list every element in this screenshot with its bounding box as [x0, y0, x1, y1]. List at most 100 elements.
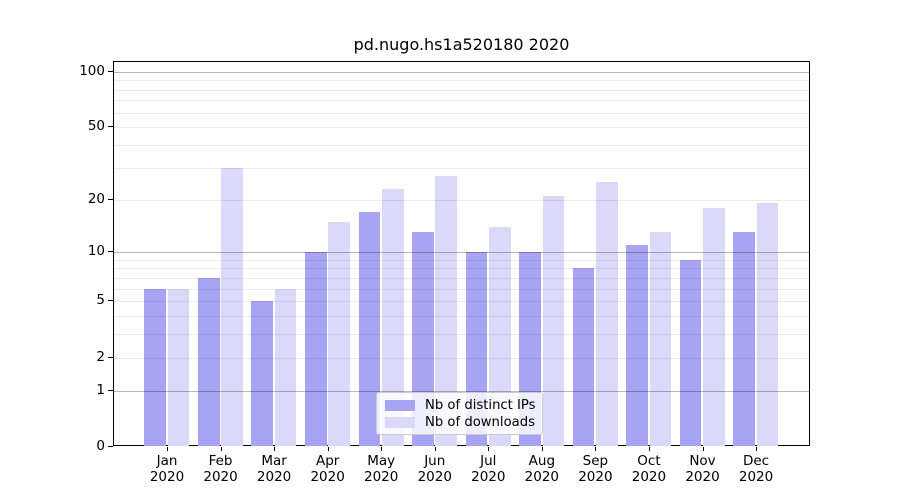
y-tick-label-100: 100 — [79, 62, 105, 79]
x-tick-year: 2020 — [149, 469, 185, 485]
gridline-minor-5 — [114, 301, 809, 303]
gridline-minor-9 — [114, 259, 809, 261]
x-tick-year: 2020 — [471, 469, 506, 485]
gridline-minor-60 — [114, 112, 809, 114]
legend-label-distinct-ips: Nb of distinct IPs — [425, 397, 536, 413]
bar-distinct-ips-nov — [679, 259, 702, 446]
gridline-minor-2 — [114, 357, 809, 359]
gridline-minor-20 — [114, 199, 809, 201]
x-tick-label-feb: Feb 2020 — [193, 453, 249, 485]
x-tick-label-dec: Dec 2020 — [728, 453, 784, 485]
x-tick-label-jul: Jul 2020 — [460, 453, 516, 485]
y-tick-label-1: 1 — [96, 381, 105, 398]
bar-downloads-jun — [435, 176, 458, 446]
x-tick-year: 2020 — [738, 469, 774, 485]
bar-downloads-mar — [274, 288, 297, 446]
y-tick-label-2: 2 — [96, 348, 105, 365]
bar-downloads-jul — [489, 226, 511, 446]
y-tick-label-0: 0 — [96, 438, 105, 454]
bar-distinct-ips-sep — [572, 268, 595, 446]
legend-swatch-distinct-ips — [385, 400, 415, 411]
y-tick-mark-2 — [108, 357, 113, 358]
legend: Nb of distinct IPs Nb of downloads — [376, 392, 543, 435]
bar-distinct-ips-apr — [304, 252, 327, 446]
gridline-minor-90 — [114, 80, 809, 82]
legend-swatch-downloads — [385, 417, 415, 428]
y-tick-mark-20 — [108, 199, 113, 200]
y-tick-label-20: 20 — [87, 190, 105, 207]
x-tick-label-jan: Jan 2020 — [139, 453, 195, 485]
bar-downloads-oct — [649, 232, 672, 446]
x-tick-mark-mar — [274, 447, 276, 451]
gridline-minor-4 — [114, 316, 809, 318]
x-tick-label-oct: Oct 2020 — [621, 453, 677, 485]
bar-distinct-ips-may — [358, 212, 381, 446]
y-tick-mark-10 — [108, 251, 113, 252]
x-tick-mark-nov — [702, 447, 704, 451]
bar-downloads-aug — [542, 195, 565, 446]
x-tick-mark-jan — [167, 447, 168, 451]
bar-downloads-nov — [703, 207, 725, 446]
x-tick-mark-oct — [648, 447, 650, 451]
x-tick-label-jun: Jun 2020 — [407, 453, 463, 485]
gridline-minor-80 — [114, 89, 809, 91]
x-tick-mark-may — [381, 447, 383, 451]
bar-downloads-sep — [596, 182, 618, 446]
bar-distinct-ips-jan — [144, 288, 166, 446]
x-tick-mark-jun — [434, 447, 436, 451]
x-tick-year: 2020 — [364, 469, 399, 485]
y-tick-label-50: 50 — [87, 118, 105, 135]
chart-title: pd.nugo.hs1a520180 2020 — [353, 35, 570, 54]
x-tick-mark-feb — [220, 447, 222, 451]
x-tick-label-nov: Nov 2020 — [675, 453, 731, 485]
x-tick-year: 2020 — [256, 469, 292, 485]
bar-distinct-ips-dec — [733, 232, 756, 446]
bar-distinct-ips-oct — [626, 245, 648, 446]
plot-area — [113, 61, 810, 446]
y-tick-mark-1 — [108, 390, 113, 391]
x-tick-label-may: May 2020 — [353, 453, 409, 485]
bar-downloads-feb — [221, 167, 243, 446]
bar-downloads-apr — [328, 221, 351, 446]
x-tick-mark-aug — [541, 447, 543, 451]
bar-downloads-dec — [756, 203, 779, 446]
x-tick-label-apr: Apr 2020 — [300, 453, 356, 485]
gridline-minor-40 — [114, 145, 809, 147]
bar-downloads-may — [381, 188, 404, 446]
y-tick-mark-0 — [108, 446, 113, 447]
x-tick-year: 2020 — [524, 469, 560, 485]
x-tick-label-aug: Aug 2020 — [514, 453, 570, 485]
gridline-major-10 — [114, 252, 809, 254]
x-tick-mark-sep — [595, 447, 597, 451]
gridline-minor-3 — [114, 334, 809, 336]
x-tick-year: 2020 — [203, 469, 238, 485]
y-tick-label-5: 5 — [96, 292, 105, 309]
gridline-minor-6 — [114, 288, 809, 290]
gridline-major-1 — [114, 390, 809, 392]
gridline-minor-7 — [114, 277, 809, 279]
x-tick-label-sep: Sep 2020 — [567, 453, 623, 485]
gridline-minor-70 — [114, 100, 809, 102]
legend-item-distinct-ips: Nb of distinct IPs — [385, 397, 542, 414]
bar-downloads-jan — [167, 288, 190, 446]
x-tick-year: 2020 — [417, 469, 452, 485]
gridline-minor-30 — [114, 167, 809, 169]
legend-label-downloads: Nb of downloads — [425, 414, 535, 430]
gridline-minor-8 — [114, 268, 809, 270]
y-tick-label-10: 10 — [87, 243, 105, 260]
x-tick-year: 2020 — [578, 469, 613, 485]
x-tick-label-mar: Mar 2020 — [246, 453, 302, 485]
y-tick-mark-5 — [108, 300, 113, 301]
gridline-minor-50 — [114, 127, 809, 129]
y-tick-mark-100 — [108, 71, 113, 72]
x-tick-year: 2020 — [685, 469, 720, 485]
x-tick-mark-dec — [756, 447, 758, 451]
x-tick-mark-jul — [488, 447, 490, 451]
gridline-major-100 — [114, 71, 809, 73]
legend-item-downloads: Nb of downloads — [385, 414, 542, 431]
x-tick-mark-apr — [327, 447, 329, 451]
bar-distinct-ips-feb — [197, 277, 220, 446]
x-tick-year: 2020 — [631, 469, 667, 485]
bar-distinct-ips-mar — [251, 301, 274, 446]
